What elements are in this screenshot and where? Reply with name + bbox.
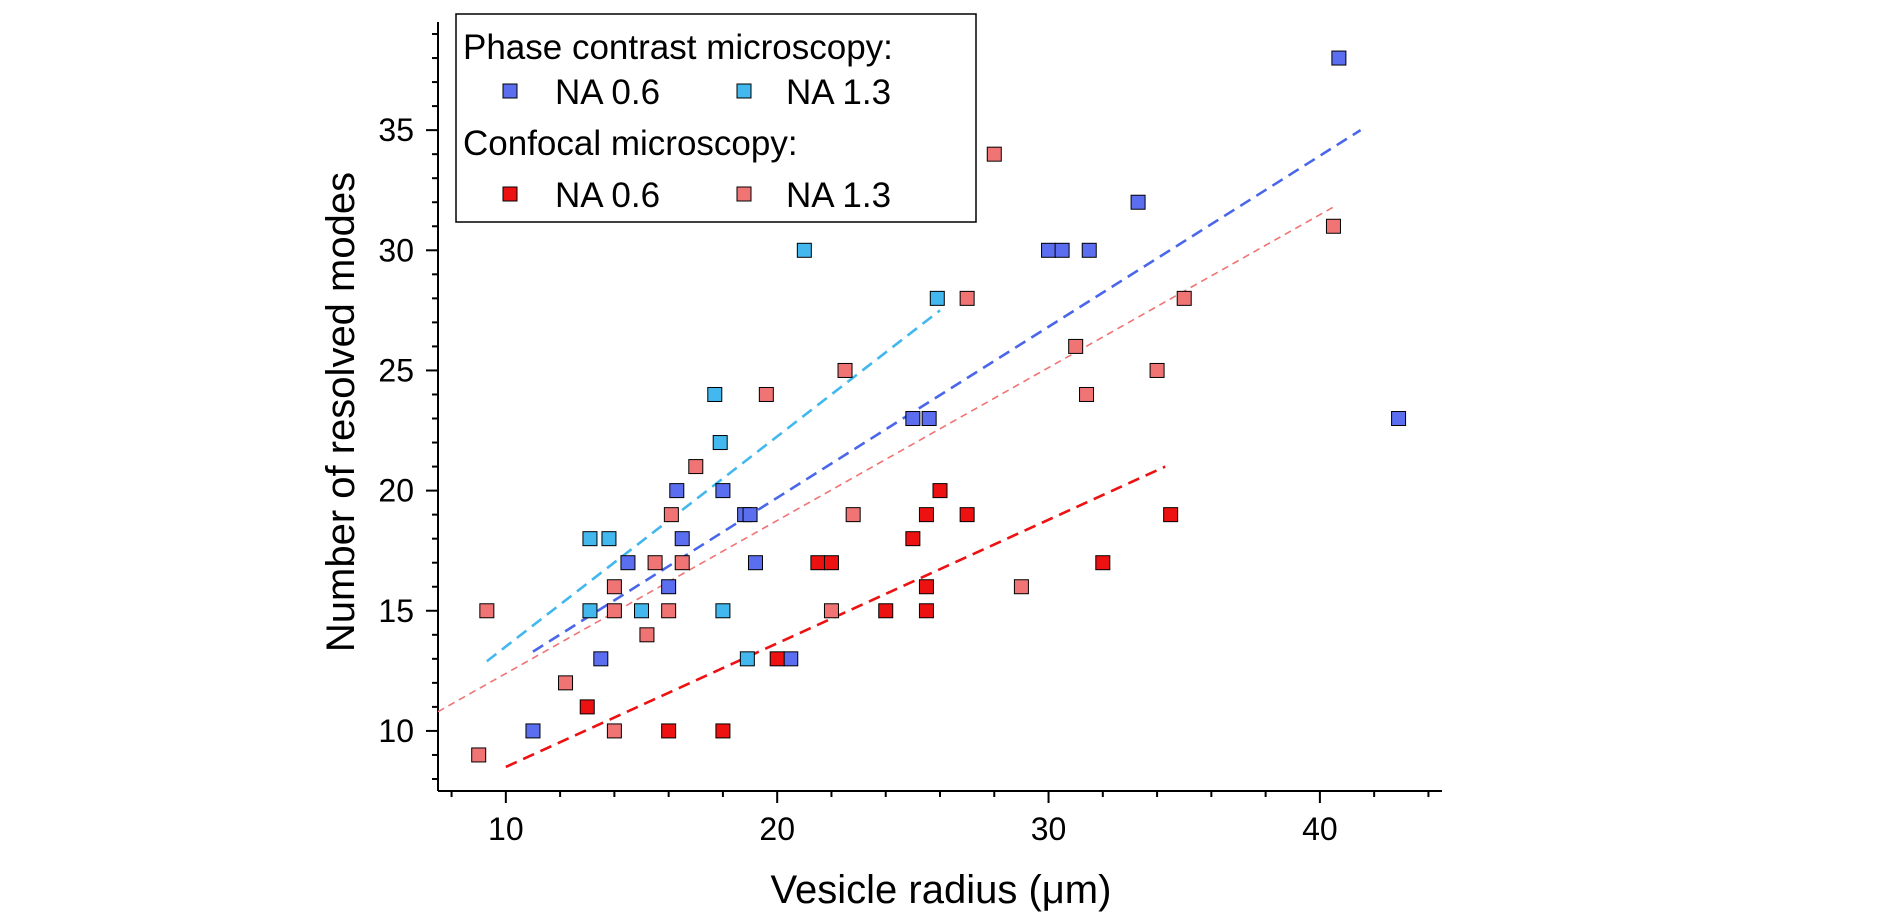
x-tick-label: 40 [1302, 811, 1338, 847]
data-point [932, 483, 948, 499]
data-point [796, 242, 812, 258]
x-axis-label: Vesicle radius (μm) [771, 868, 1112, 912]
legend: Phase contrast microscopy: NA 0.6 NA 1.3… [455, 13, 977, 223]
data-points [471, 50, 1407, 763]
data-point [712, 435, 728, 451]
legend-entry-phase-na13: NA 1.3 [786, 73, 891, 112]
fit-line [486, 309, 941, 663]
legend-box [455, 13, 977, 223]
x-tick-label: 20 [759, 811, 795, 847]
data-point [769, 651, 785, 667]
data-point [582, 531, 598, 547]
data-point [837, 362, 853, 378]
data-point [929, 290, 945, 306]
data-point [634, 603, 650, 619]
legend-marker-confocal-na13 [736, 186, 752, 202]
legend-entry-confocal-na06: NA 0.6 [555, 176, 660, 215]
data-point [758, 386, 774, 402]
data-point [823, 555, 839, 571]
legend-entry-confocal-na13: NA 1.3 [786, 176, 891, 215]
data-point [742, 507, 758, 523]
data-point [639, 627, 655, 643]
data-point [845, 507, 861, 523]
data-point [579, 699, 595, 715]
data-point [1041, 242, 1057, 258]
data-point [674, 531, 690, 547]
data-point [606, 603, 622, 619]
fit-line [532, 129, 1362, 653]
data-point [747, 555, 763, 571]
data-point [606, 579, 622, 595]
legend-marker-confocal-na06 [502, 186, 518, 202]
data-point [905, 411, 921, 427]
data-point [715, 483, 731, 499]
data-point [1163, 507, 1179, 523]
data-point [471, 747, 487, 763]
data-point [582, 603, 598, 619]
data-point [1081, 242, 1097, 258]
data-point [921, 411, 937, 427]
data-point [661, 723, 677, 739]
data-point [688, 459, 704, 475]
data-point [663, 507, 679, 523]
data-point [1391, 411, 1407, 427]
x-tick-label: 10 [488, 811, 524, 847]
data-point [606, 723, 622, 739]
data-point [810, 555, 826, 571]
data-point [601, 531, 617, 547]
data-point [1013, 579, 1029, 595]
data-point [558, 675, 574, 691]
x-tick-label: 30 [1031, 811, 1067, 847]
y-tick-label: 15 [378, 593, 414, 629]
data-point [959, 290, 975, 306]
data-point [661, 603, 677, 619]
data-point [1095, 555, 1111, 571]
data-point [1130, 194, 1146, 210]
data-point [1054, 242, 1070, 258]
data-point [647, 555, 663, 571]
data-point [878, 603, 894, 619]
data-point [1149, 362, 1165, 378]
data-point [918, 507, 934, 523]
data-point [661, 579, 677, 595]
y-tick-label: 10 [378, 713, 414, 749]
data-point [905, 531, 921, 547]
data-point [715, 723, 731, 739]
data-point [715, 603, 731, 619]
data-point [739, 651, 755, 667]
data-point [525, 723, 541, 739]
axes: 10 20 30 40 10 15 20 25 30 35 [378, 22, 1442, 847]
y-axis-label: Number of resolved modes [319, 172, 363, 652]
y-tick-label: 20 [378, 473, 414, 509]
data-point [620, 555, 636, 571]
y-tick-label: 30 [378, 232, 414, 268]
data-point [1325, 218, 1341, 234]
data-point [674, 555, 690, 571]
data-point [707, 386, 723, 402]
legend-group-title-confocal: Confocal microscopy: [463, 124, 798, 163]
y-tick-label: 25 [378, 352, 414, 388]
y-tick-label: 35 [378, 112, 414, 148]
legend-group-title-phase: Phase contrast microscopy: [463, 28, 893, 67]
data-point [479, 603, 495, 619]
data-point [1331, 50, 1347, 66]
data-point [1068, 338, 1084, 354]
fit-line [437, 206, 1334, 713]
legend-marker-phase-na06 [502, 83, 518, 99]
data-point [1176, 290, 1192, 306]
data-point [669, 483, 685, 499]
data-point [593, 651, 609, 667]
legend-entry-phase-na06: NA 0.6 [555, 73, 660, 112]
data-point [986, 146, 1002, 162]
fit-lines [437, 129, 1362, 769]
data-point [823, 603, 839, 619]
data-point [918, 579, 934, 595]
legend-marker-phase-na13 [736, 83, 752, 99]
data-point [783, 651, 799, 667]
data-point [959, 507, 975, 523]
data-point [1079, 386, 1095, 402]
data-point [918, 603, 934, 619]
